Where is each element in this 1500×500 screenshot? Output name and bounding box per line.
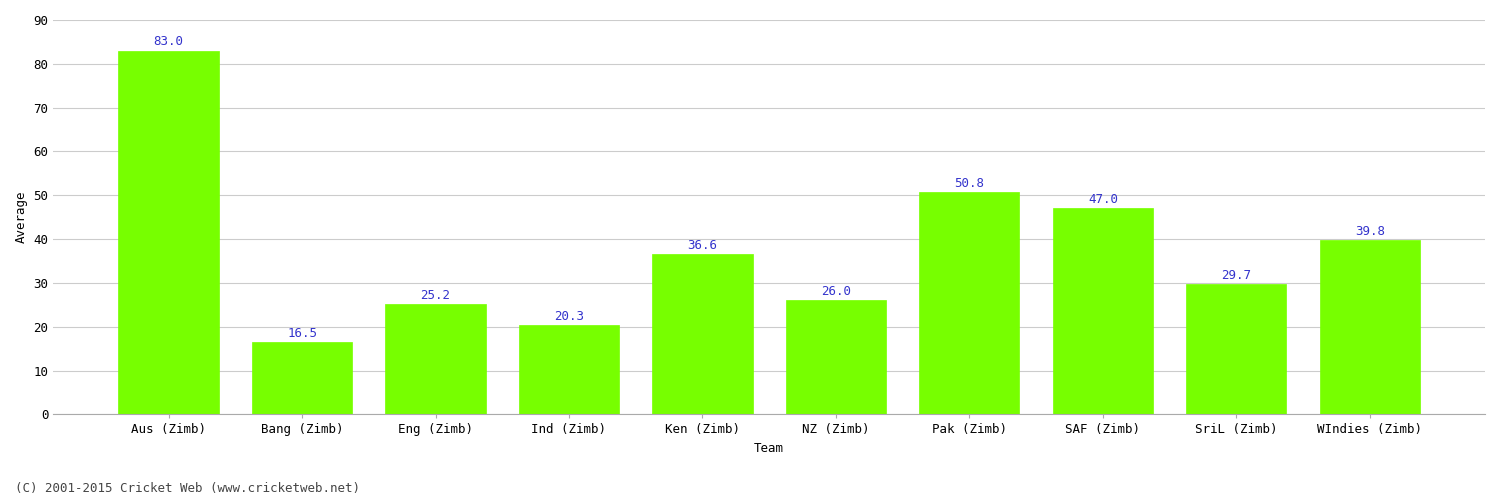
Bar — [920, 192, 1020, 414]
Bar — [386, 304, 486, 414]
Text: 36.6: 36.6 — [687, 239, 717, 252]
Bar — [1053, 208, 1154, 414]
Bar — [786, 300, 886, 414]
Bar — [1186, 284, 1287, 414]
Text: 26.0: 26.0 — [821, 286, 850, 298]
Bar — [252, 342, 352, 414]
Text: (C) 2001-2015 Cricket Web (www.cricketweb.net): (C) 2001-2015 Cricket Web (www.cricketwe… — [15, 482, 360, 495]
Text: 50.8: 50.8 — [954, 176, 984, 190]
Bar — [519, 326, 620, 414]
X-axis label: Team: Team — [754, 442, 784, 455]
Text: 83.0: 83.0 — [153, 36, 183, 49]
Text: 20.3: 20.3 — [554, 310, 584, 324]
Bar — [652, 254, 753, 414]
Y-axis label: Average: Average — [15, 191, 28, 244]
Text: 16.5: 16.5 — [286, 327, 316, 340]
Text: 39.8: 39.8 — [1354, 225, 1384, 238]
Bar — [118, 50, 219, 414]
Bar — [1320, 240, 1420, 414]
Text: 47.0: 47.0 — [1088, 194, 1118, 206]
Text: 29.7: 29.7 — [1221, 269, 1251, 282]
Text: 25.2: 25.2 — [420, 289, 450, 302]
